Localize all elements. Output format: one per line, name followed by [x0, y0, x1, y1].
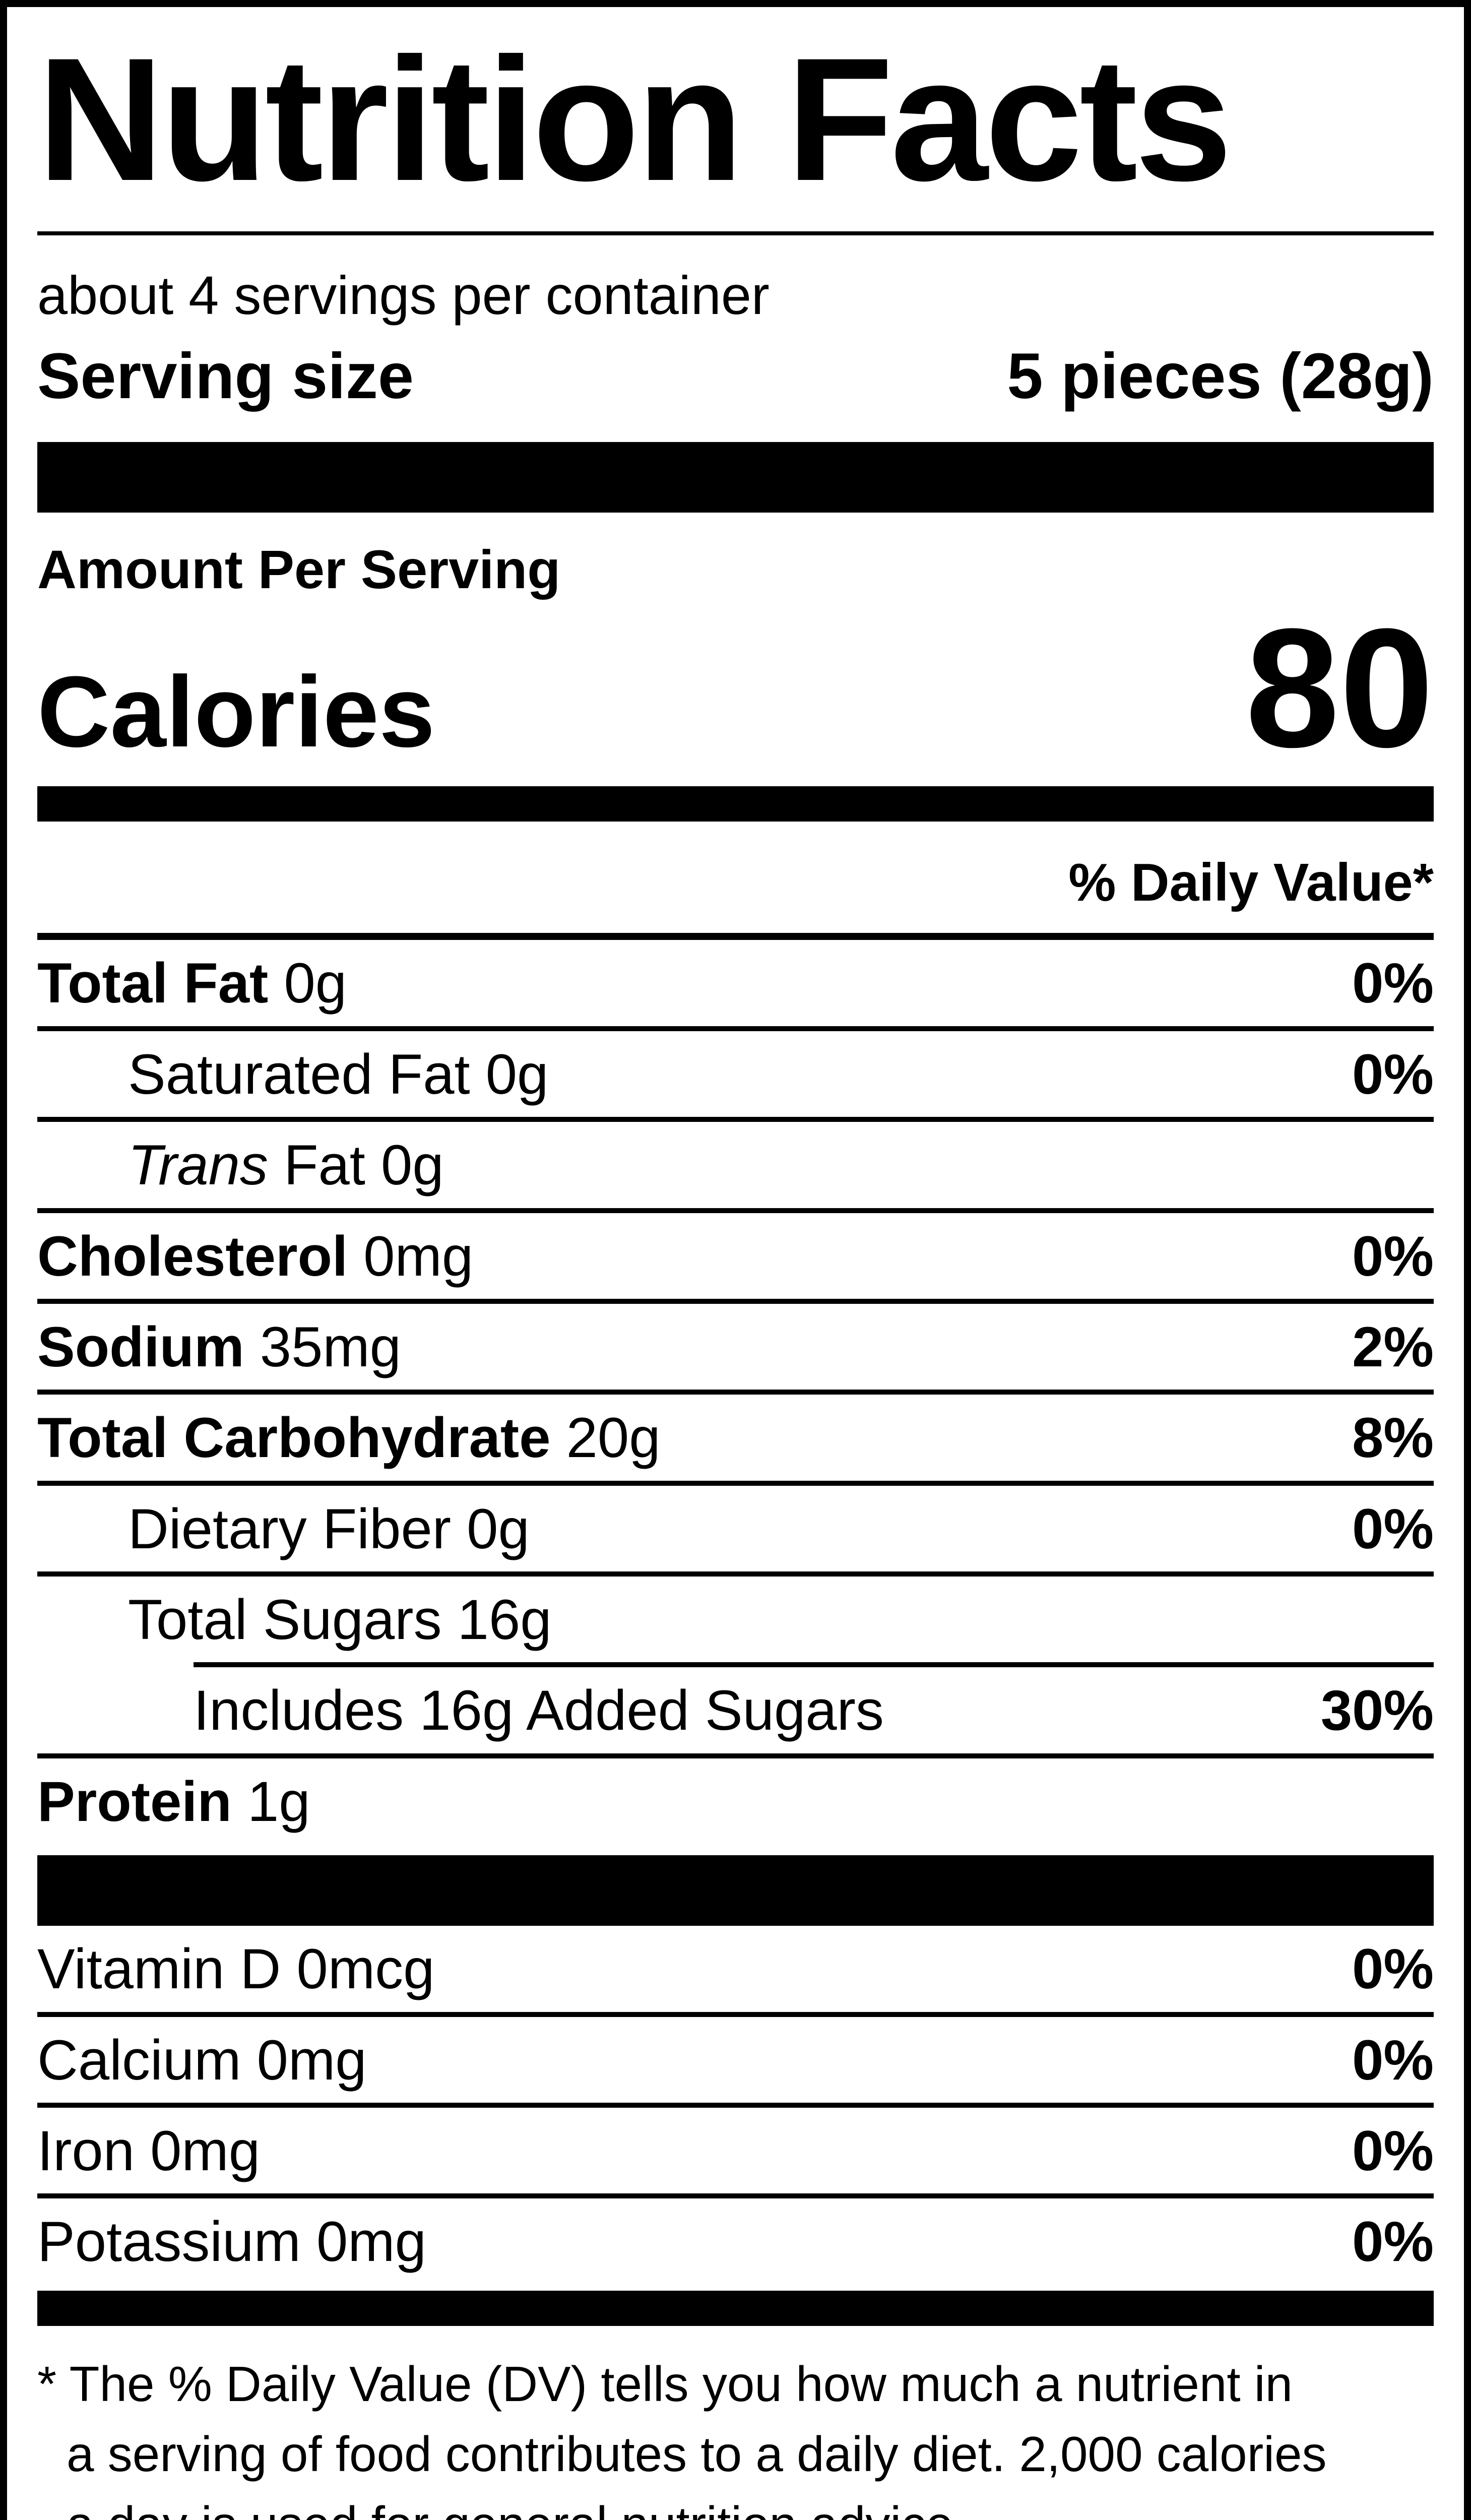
nutrient-name: Potassium 0mg — [37, 2210, 426, 2274]
amount-per-serving: Amount Per Serving — [37, 538, 561, 600]
nutrient-percent: 0% — [1352, 1042, 1434, 1106]
nutrient-row: Iron 0mg 0% — [37, 2108, 1434, 2193]
servings-per-container: about 4 servings per container — [37, 264, 770, 326]
nutrient-row: Protein 1g — [37, 1758, 1434, 1844]
row-divider — [37, 1571, 1434, 1577]
nutrient-name: Trans Fat 0g — [128, 1133, 444, 1197]
nutrient-percent: 0% — [1352, 2119, 1434, 2183]
row-divider — [37, 1480, 1434, 1486]
nutrient-row: Trans Fat 0g — [37, 1122, 1434, 1208]
nutrient-name: Protein 1g — [37, 1770, 310, 1833]
nutrient-row: Total Carbohydrate 20g 8% — [37, 1395, 1434, 1480]
nutrient-row: Total Fat 0g 0% — [37, 940, 1434, 1026]
row-divider — [37, 2103, 1434, 2108]
nutrient-name: Total Fat 0g — [37, 952, 347, 1015]
nutrient-row: Potassium 0mg 0% — [37, 2198, 1434, 2284]
nutrient-name: Total Sugars 16g — [128, 1588, 552, 1652]
footnote-line: * The % Daily Value (DV) tells you how m… — [37, 2356, 1293, 2412]
section-bar-footnote — [37, 2290, 1434, 2326]
row-divider — [194, 1662, 1434, 1668]
nutrient-percent: 8% — [1352, 1406, 1434, 1470]
row-divider — [37, 1298, 1434, 1304]
nutrient-name: Cholesterol 0mg — [37, 1224, 474, 1288]
row-divider — [37, 1390, 1434, 1395]
title-divider — [37, 231, 1434, 235]
vitamin-rows: Vitamin D 0mcg 0% Calcium 0mg 0% Iron 0mg 0% P… — [37, 1926, 1434, 2285]
nutrient-row: Cholesterol 0mg 0% — [37, 1213, 1434, 1299]
nutrient-row: Includes 16g Added Sugars 30% — [37, 1667, 1434, 1753]
row-divider — [37, 1208, 1434, 1213]
row-divider — [37, 1026, 1434, 1031]
section-bar-calories — [37, 786, 1434, 822]
footnote-line: a day is used for general nutrition advi… — [37, 2489, 1434, 2520]
section-bar-vitamins — [37, 1855, 1434, 1926]
nutrient-name: Calcium 0mg — [37, 2028, 367, 2092]
serving-size-label: Serving size — [37, 340, 414, 412]
row-divider — [37, 2193, 1434, 2199]
footnote-line: a serving of food contributes to a daily… — [67, 2426, 1327, 2482]
nutrient-row: Total Sugars 16g — [37, 1577, 1434, 1662]
row-divider — [37, 1117, 1434, 1122]
nutrient-name: Sodium 35mg — [37, 1315, 401, 1378]
footnote: * The % Daily Value (DV) tells you how m… — [37, 2349, 1434, 2520]
daily-value-header: % Daily Value* — [1068, 853, 1434, 913]
nutrient-row: Calcium 0mg 0% — [37, 2017, 1434, 2103]
serving-size-row: Serving size 5 pieces (28g) — [37, 336, 1434, 417]
nutrient-percent: 0% — [1352, 2028, 1434, 2092]
label-title: Nutrition Facts — [37, 21, 1232, 217]
nutrient-row: Vitamin D 0mcg 0% — [37, 1926, 1434, 2011]
nutrient-row: Saturated Fat 0g 0% — [37, 1031, 1434, 1117]
nutrient-name: Iron 0mg — [37, 2119, 260, 2183]
nutrient-row: Sodium 35mg 2% — [37, 1304, 1434, 1390]
nutrient-name: Vitamin D 0mcg — [37, 1937, 435, 2001]
nutrient-name: Saturated Fat 0g — [128, 1042, 549, 1106]
nutrient-row: Dietary Fiber 0g 0% — [37, 1486, 1434, 1571]
nutrient-percent: 0% — [1352, 952, 1434, 1015]
calories-value: 80 — [1245, 594, 1434, 783]
serving-size-value: 5 pieces (28g) — [1007, 340, 1434, 412]
nutrient-percent: 0% — [1352, 1497, 1434, 1560]
row-divider — [37, 2011, 1434, 2017]
section-bar-top — [37, 442, 1434, 513]
nutrient-percent: 30% — [1320, 1679, 1434, 1742]
nutrient-percent: 0% — [1352, 1224, 1434, 1288]
calories-row: Calories 80 — [37, 604, 1434, 773]
calories-label: Calories — [37, 656, 435, 769]
nutrient-percent: 0% — [1352, 1937, 1434, 2001]
nutrient-name: Dietary Fiber 0g — [128, 1497, 530, 1560]
nutrient-percent: 2% — [1352, 1315, 1434, 1378]
nutrient-name: Total Carbohydrate 20g — [37, 1406, 661, 1470]
nutrient-rows: Total Fat 0g 0% Saturated Fat 0g 0% Trans Fa… — [37, 940, 1434, 1844]
nutrient-name: Includes 16g Added Sugars — [194, 1679, 884, 1742]
daily-value-divider — [37, 933, 1434, 940]
nutrient-percent: 0% — [1352, 2210, 1434, 2274]
row-divider — [37, 1753, 1434, 1758]
